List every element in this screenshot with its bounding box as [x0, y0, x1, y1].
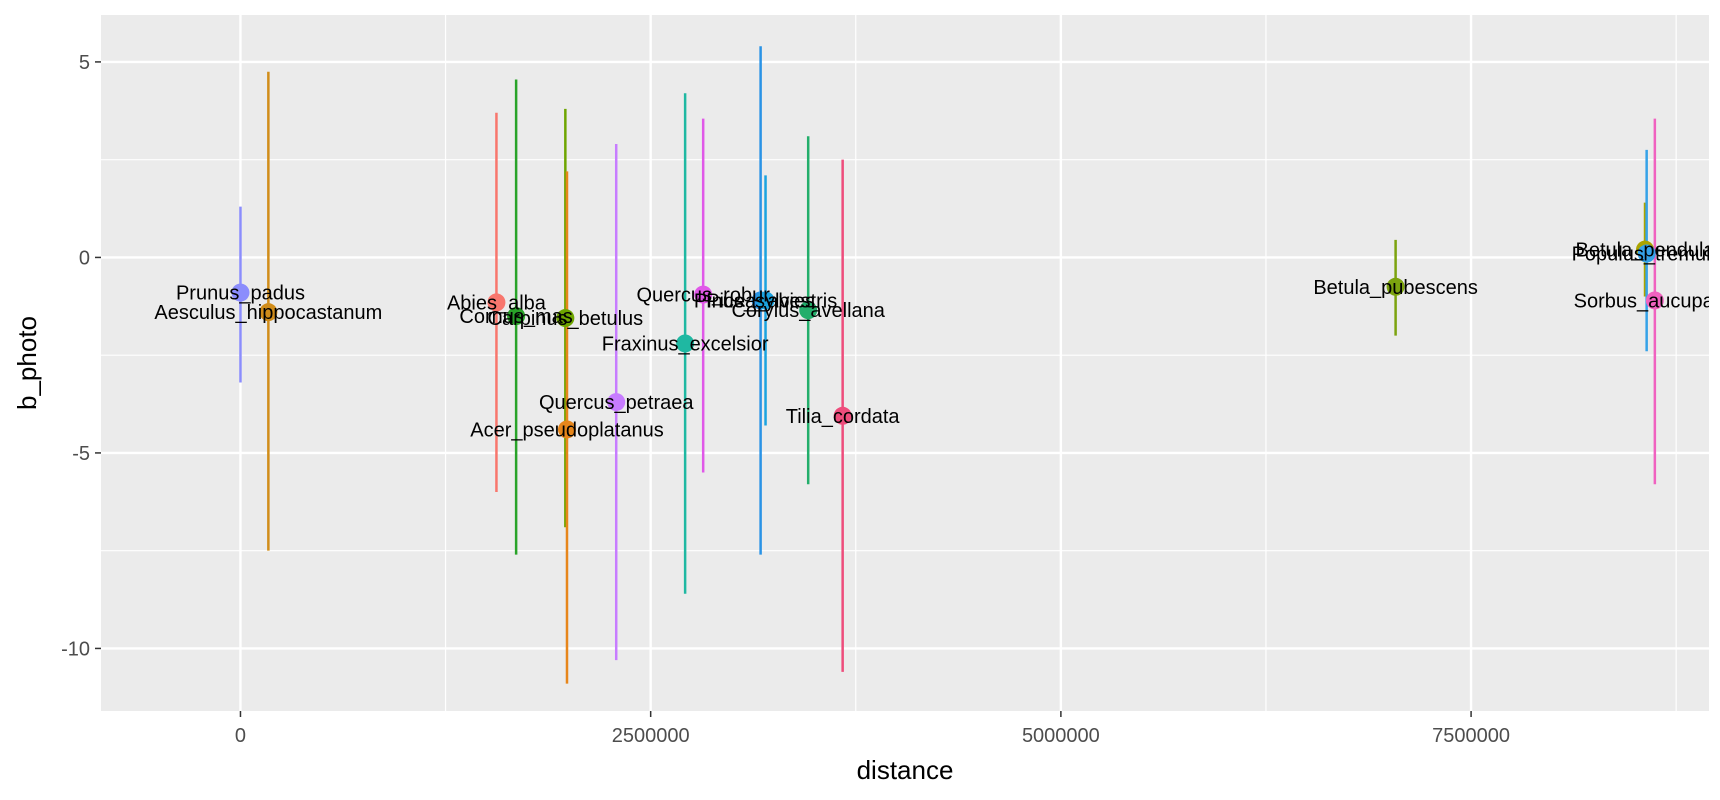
- x-tick-label: 7500000: [1432, 725, 1510, 747]
- data-point: [676, 334, 695, 353]
- point-label: Picea_abies: [706, 290, 815, 312]
- data-marks: [231, 46, 1664, 684]
- data-point: [259, 303, 278, 322]
- point-label: Abies_alba: [447, 292, 547, 314]
- data-point: [833, 406, 852, 425]
- y-axis-ticks: 5 0 -5 -10: [61, 52, 101, 660]
- y-tick-label: 5: [79, 52, 90, 74]
- x-tick-label: 0: [235, 725, 246, 747]
- data-point: [487, 293, 506, 312]
- x-axis-ticks: 0 2500000 5000000 7500000: [235, 711, 1510, 747]
- data-point: [507, 307, 526, 326]
- point-label: Populus_tremula: [1572, 244, 1720, 266]
- point-label: Fraxinus_excelsior: [602, 333, 769, 355]
- data-point: [557, 420, 576, 439]
- major-gridlines: [101, 15, 1709, 711]
- x-tick-label: 2500000: [612, 725, 690, 747]
- minor-gridlines: [101, 15, 1709, 711]
- point-label: Cornus_mas: [459, 306, 572, 328]
- data-point: [799, 301, 818, 320]
- point-label: Corylus_avellana: [731, 300, 885, 322]
- point-label: Tilia_cordata: [786, 406, 901, 428]
- data-point: [756, 291, 775, 310]
- x-tick-label: 5000000: [1022, 725, 1100, 747]
- x-axis-title: distance: [857, 755, 954, 785]
- data-point: [231, 283, 250, 302]
- plot-panel: [101, 15, 1709, 711]
- data-point: [1386, 277, 1405, 296]
- data-point: [1637, 244, 1656, 263]
- point-label: Quercus_petraea: [539, 392, 694, 414]
- y-axis-title: b_photo: [12, 316, 42, 410]
- data-point: [607, 393, 626, 412]
- y-tick-label: -10: [61, 638, 90, 660]
- point-label: Acer_pseudoplatanus: [470, 419, 663, 441]
- y-tick-label: 0: [79, 247, 90, 269]
- data-point: [694, 285, 713, 304]
- point-label: Aesculus_hippocastanum: [154, 302, 382, 324]
- point-label: Betula_pubescens: [1313, 277, 1478, 299]
- point-label: Sorbus_aucuparia: [1574, 290, 1720, 312]
- data-point: [1645, 291, 1664, 310]
- point-label: Carpinus_betulus: [488, 308, 644, 330]
- point-label: Pinus_sylvestris: [694, 290, 837, 312]
- data-point: [556, 309, 575, 328]
- y-tick-label: -5: [72, 443, 90, 465]
- point-label: Quercus_robur: [636, 285, 770, 307]
- point-label: Betula_pendula: [1576, 240, 1716, 262]
- point-label: Prunus_padus: [176, 283, 305, 305]
